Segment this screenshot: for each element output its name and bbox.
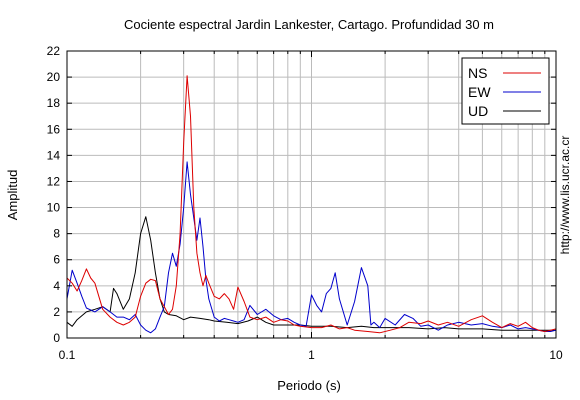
series-line-ud [66,216,556,331]
y-tick-label: 18 [47,96,61,110]
legend: NS EW UD [461,57,550,125]
axis-ticks: 0 2 4 6 8 10 12 14 16 18 20 22 0.1 1 10 [47,44,563,362]
y-tick-label: 4 [53,279,60,293]
series-line-ns [66,75,557,334]
legend-label-ns: NS [468,65,487,81]
credit-text: http://www.lis.ucr.ac.cr [558,136,572,255]
x-tick-label: 10 [549,348,563,362]
y-tick-label: 10 [47,201,61,215]
y-tick-label: 12 [47,174,61,188]
x-tick-label: 0.1 [59,348,76,362]
chart-title: Cociente espectral Jardin Lankester, Car… [124,17,494,32]
y-tick-label: 20 [47,70,61,84]
x-tick-label: 1 [308,348,315,362]
y-tick-label: 6 [53,253,60,267]
y-tick-label: 14 [47,148,61,162]
x-axis-label: Periodo (s) [277,378,341,393]
y-tick-label: 8 [53,227,60,241]
series-line-ew [66,161,557,334]
y-tick-label: 2 [53,305,60,319]
y-tick-label: 16 [47,122,61,136]
y-tick-label: 22 [47,44,61,58]
y-axis-label: Amplitud [5,170,20,221]
grid [66,50,557,339]
legend-label-ud: UD [468,103,488,119]
series-layer [66,75,557,334]
legend-box [461,57,550,125]
y-tick-label: 0 [53,331,60,345]
legend-label-ew: EW [468,84,491,100]
